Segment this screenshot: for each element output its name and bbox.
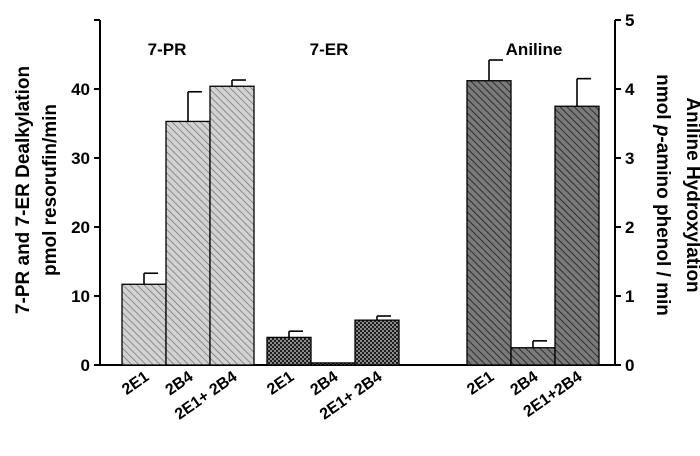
right-axis-tick-label: 2 xyxy=(625,218,634,237)
left-axis-title-line2: pmol resorufin/min xyxy=(40,104,61,276)
bar xyxy=(209,85,255,366)
right-axis-tick-label: 3 xyxy=(625,149,634,168)
right-axis-title-line1: Aniline Hydroxylation xyxy=(682,97,700,292)
bar xyxy=(121,283,167,366)
bar xyxy=(554,105,600,366)
left-axis-tick-label: 20 xyxy=(71,218,90,237)
left-axis-tick-label: 0 xyxy=(81,356,90,375)
category-label: 2B4 xyxy=(162,368,196,399)
left-axis-tick-label: 30 xyxy=(71,149,90,168)
left-axis-title-line1: 7-PR and 7-ER Dealkylation xyxy=(13,66,34,314)
left-axis-tick-label: 10 xyxy=(71,287,90,306)
right-axis-tick-label: 5 xyxy=(625,11,634,30)
right-axis-title-line2-pre: nmol xyxy=(652,74,673,125)
category-label: 2E1 xyxy=(119,368,152,398)
bar xyxy=(510,347,556,366)
category-label: 2B4 xyxy=(507,368,541,399)
bar xyxy=(466,80,512,366)
bar xyxy=(165,120,211,366)
bar xyxy=(310,362,356,366)
bar xyxy=(266,336,312,366)
bar xyxy=(354,319,400,366)
group-label: 7-ER xyxy=(310,40,349,59)
group-label: 7-PR xyxy=(148,40,187,59)
right-axis-tick-label: 1 xyxy=(625,287,634,306)
right-axis-tick-label: 4 xyxy=(625,80,635,99)
category-label: 2E1 xyxy=(464,368,497,398)
left-axis-tick-label: 40 xyxy=(71,80,90,99)
right-axis-title-line2-italic: p xyxy=(652,124,673,137)
category-label: 2B4 xyxy=(307,368,341,399)
right-axis-title-line2-post: -amino phenol / min xyxy=(652,136,673,315)
category-label: 2E1 xyxy=(264,368,297,398)
right-axis-title-line2: nmol p-amino phenol / min xyxy=(652,74,673,316)
group-label: Aniline xyxy=(506,40,563,59)
right-axis-tick-label: 0 xyxy=(625,356,634,375)
